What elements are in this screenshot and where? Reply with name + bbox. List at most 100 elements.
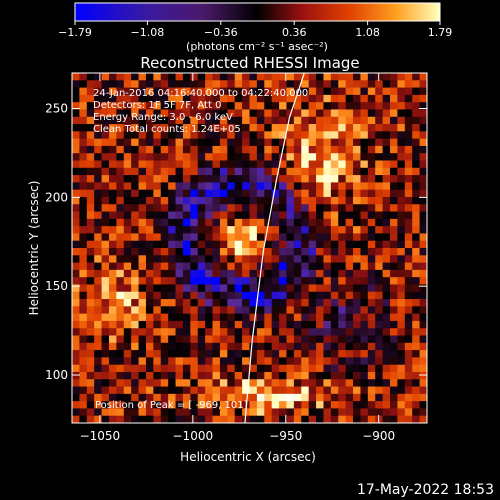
heatmap-cell: [249, 175, 258, 183]
heatmap-cell: [316, 306, 324, 315]
heatmap-cell: [360, 350, 369, 358]
heatmap-cell: [145, 233, 154, 242]
heatmap-cell: [101, 153, 110, 161]
heatmap-cell: [382, 386, 391, 395]
heatmap-cell: [293, 102, 302, 110]
heatmap-cell: [153, 167, 162, 176]
heatmap-cell: [197, 393, 206, 402]
heatmap-cell: [286, 138, 295, 147]
heatmap-cell: [360, 182, 369, 191]
heatmap-cell: [338, 109, 347, 118]
heatmap-cell: [256, 255, 265, 263]
heatmap-cell: [419, 102, 427, 110]
heatmap-cell: [293, 175, 302, 183]
heatmap-cell: [242, 182, 250, 191]
heatmap-cell: [182, 306, 191, 315]
heatmap-cell: [212, 124, 221, 132]
heatmap-cell: [205, 124, 213, 132]
heatmap-cell: [360, 320, 369, 329]
heatmap-cell: [330, 218, 339, 227]
heatmap-cell: [212, 255, 221, 263]
heatmap-cell: [138, 87, 147, 96]
heatmap-cell: [345, 350, 354, 358]
heatmap-cell: [279, 277, 287, 285]
heatmap-cell: [353, 255, 361, 263]
heatmap-cell: [160, 153, 169, 161]
heatmap-cell: [175, 240, 184, 249]
heatmap-cell: [182, 175, 191, 183]
heatmap-cell: [419, 196, 427, 205]
heatmap-cell: [168, 175, 176, 183]
heatmap-cell: [390, 73, 398, 81]
heatmap-cell: [279, 262, 287, 271]
heatmap-cell: [256, 262, 265, 271]
heatmap-cell: [256, 357, 265, 366]
heatmap-cell: [72, 364, 80, 373]
heatmap-cell: [219, 393, 228, 402]
heatmap-cell: [286, 255, 295, 263]
heatmap-cell: [79, 175, 88, 183]
heatmap-cell: [86, 357, 95, 366]
heatmap-cell: [286, 116, 295, 125]
heatmap-cell: [131, 255, 139, 263]
heatmap-cell: [375, 320, 384, 329]
heatmap-cell: [190, 371, 199, 380]
heatmap-cell: [345, 277, 354, 285]
heatmap-cell: [345, 357, 354, 366]
heatmap-cell: [212, 393, 221, 402]
heatmap-cell: [153, 371, 162, 380]
colorbar-tick-label: 1.08: [355, 26, 380, 39]
heatmap-cell: [145, 277, 154, 285]
heatmap-cell: [330, 299, 339, 307]
heatmap-cell: [316, 145, 324, 154]
heatmap-cell: [256, 218, 265, 227]
heatmap-cell: [249, 167, 258, 176]
heatmap-cell: [108, 167, 117, 176]
heatmap-cell: [168, 320, 176, 329]
heatmap-cell: [256, 291, 265, 300]
heatmap-cell: [323, 204, 332, 212]
heatmap-cell: [212, 109, 221, 118]
heatmap-cell: [153, 211, 162, 220]
heatmap-cell: [382, 313, 391, 322]
heatmap-cell: [168, 393, 176, 402]
heatmap-cell: [86, 233, 95, 242]
heatmap-cell: [316, 138, 324, 147]
heatmap-cell: [338, 153, 347, 161]
heatmap-cell: [419, 401, 427, 409]
heatmap-cell: [234, 116, 243, 125]
heatmap-cell: [131, 284, 139, 293]
heatmap-cell: [86, 386, 95, 395]
heatmap-cell: [234, 204, 243, 212]
heatmap-cell: [375, 211, 384, 220]
heatmap-cell: [168, 124, 176, 132]
heatmap-cell: [345, 335, 354, 344]
heatmap-cell: [390, 350, 398, 358]
heatmap-cell: [123, 196, 132, 205]
heatmap-cell: [330, 342, 339, 351]
heatmap-cell: [145, 350, 154, 358]
heatmap-cell: [286, 153, 295, 161]
heatmap-cell: [271, 277, 280, 285]
heatmap-cell: [301, 167, 310, 176]
heatmap-cell: [116, 182, 125, 191]
heatmap-cell: [330, 379, 339, 387]
heatmap-cell: [308, 189, 317, 198]
heatmap-cell: [301, 211, 310, 220]
heatmap-cell: [279, 255, 287, 263]
heatmap-cell: [271, 320, 280, 329]
heatmap-cell: [360, 401, 369, 409]
heatmap-cell: [86, 189, 95, 198]
heatmap-cell: [382, 226, 391, 234]
heatmap-cell: [345, 364, 354, 373]
heatmap-cell: [131, 408, 139, 417]
heatmap-cell: [390, 371, 398, 380]
heatmap-cell: [219, 320, 228, 329]
heatmap-cell: [234, 109, 243, 118]
heatmap-cell: [116, 364, 125, 373]
heatmap-cell: [293, 233, 302, 242]
heatmap-cell: [175, 313, 184, 322]
heatmap-cell: [79, 291, 88, 300]
heatmap-cell: [301, 153, 310, 161]
heatmap-cell: [353, 196, 361, 205]
